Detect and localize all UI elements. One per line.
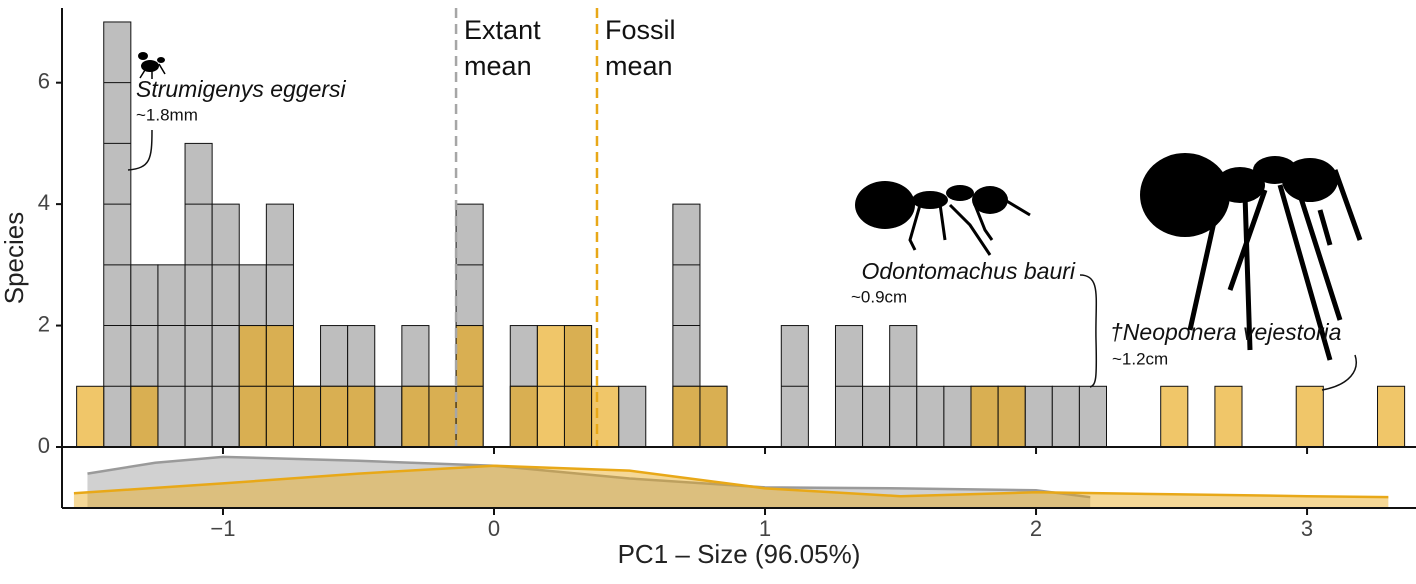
bar bbox=[1024, 385, 1053, 448]
bar bbox=[184, 142, 213, 448]
bar bbox=[401, 385, 430, 448]
bar bbox=[1295, 385, 1324, 448]
x-tick-label: −1 bbox=[210, 516, 235, 541]
specimen-name: †Neoponera vejestoria bbox=[1110, 319, 1341, 345]
axes: 0 2 4 6 −1 0 1 2 3 bbox=[38, 8, 1416, 541]
x-tick-label: 2 bbox=[1030, 516, 1042, 541]
bar bbox=[292, 385, 322, 448]
ant-large bbox=[1140, 153, 1363, 361]
specimen-size: ~0.9cm bbox=[851, 287, 907, 306]
bar bbox=[1214, 385, 1243, 448]
y-tick-label: 4 bbox=[38, 190, 50, 215]
specimen-size: ~1.2cm bbox=[1112, 349, 1168, 368]
bar bbox=[943, 385, 972, 448]
leader-line bbox=[1321, 354, 1357, 391]
specimen-size: ~1.8mm bbox=[136, 105, 198, 124]
annotations: Strumigenys eggersi ~1.8mm Odontomachus … bbox=[127, 8, 1363, 447]
y-tick-label: 0 bbox=[38, 433, 50, 458]
y-axis-title: Species bbox=[0, 212, 29, 305]
bars bbox=[76, 21, 1406, 448]
specimen-name: Odontomachus bauri bbox=[861, 258, 1075, 284]
bar bbox=[76, 385, 105, 448]
mean-label: mean bbox=[464, 51, 532, 81]
bar bbox=[103, 21, 132, 448]
bar bbox=[428, 385, 457, 448]
bar bbox=[916, 385, 945, 448]
mean-label: mean bbox=[605, 51, 673, 81]
bar bbox=[1377, 385, 1406, 448]
bar bbox=[699, 385, 728, 448]
bar bbox=[1078, 385, 1107, 448]
bar bbox=[672, 385, 701, 448]
density-area bbox=[73, 465, 1389, 508]
density-line bbox=[87, 455, 1091, 499]
bar bbox=[320, 385, 349, 448]
specimen-name: Strumigenys eggersi bbox=[136, 76, 347, 102]
ant-small bbox=[138, 52, 166, 79]
bar bbox=[1051, 385, 1080, 448]
x-axis-title: PC1 – Size (96.05%) bbox=[618, 539, 861, 569]
density-area bbox=[87, 456, 1091, 508]
y-tick-label: 6 bbox=[38, 68, 50, 93]
bar bbox=[157, 264, 186, 448]
density-line bbox=[73, 464, 1389, 499]
x-tick-label: 0 bbox=[488, 516, 500, 541]
bar bbox=[1160, 385, 1189, 448]
bar bbox=[374, 385, 403, 448]
ant-medium bbox=[855, 181, 1031, 256]
bar bbox=[618, 385, 647, 448]
bar bbox=[591, 385, 620, 448]
leader-line bbox=[1079, 274, 1098, 388]
mean-label: Extant bbox=[464, 15, 541, 45]
bar bbox=[997, 385, 1026, 448]
mean-label: Fossil bbox=[605, 15, 676, 45]
bar bbox=[130, 385, 159, 448]
bar bbox=[970, 385, 999, 448]
leader-line bbox=[127, 129, 153, 171]
x-tick-label: 3 bbox=[1301, 516, 1313, 541]
bar bbox=[347, 385, 376, 448]
density-panel bbox=[73, 455, 1389, 508]
y-tick-label: 2 bbox=[38, 311, 50, 336]
x-tick-label: 1 bbox=[759, 516, 771, 541]
bar bbox=[862, 385, 891, 448]
bar bbox=[509, 385, 538, 448]
